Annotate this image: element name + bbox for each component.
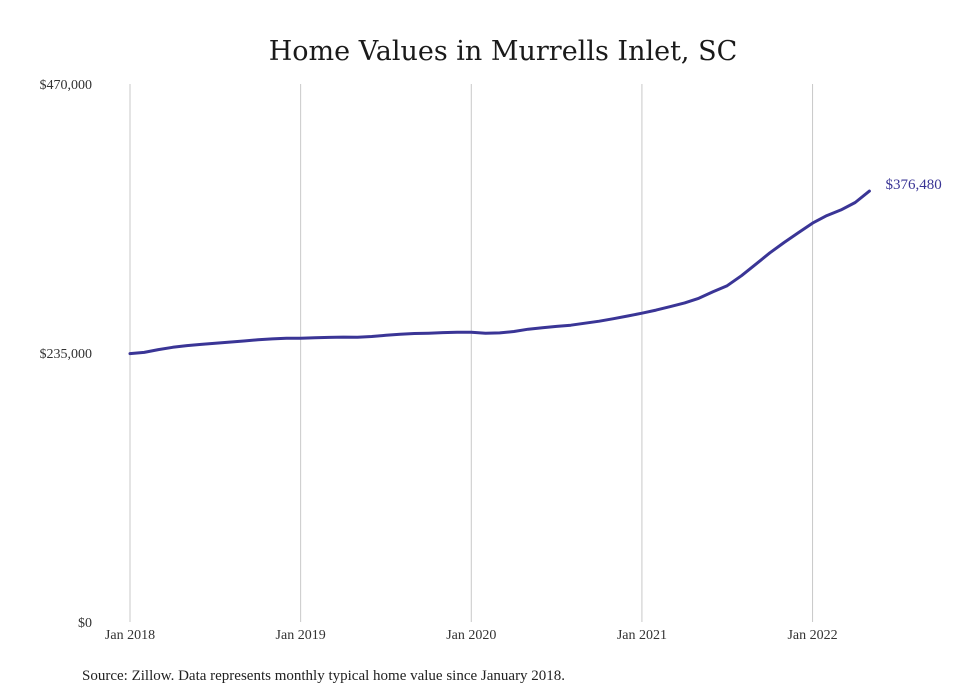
y-tick-label: $470,000 — [40, 78, 93, 93]
gridlines — [129, 84, 814, 622]
x-tick-label: Jan 2022 — [787, 628, 837, 643]
latest-value-label: $376,480 — [885, 177, 941, 193]
home-value-line — [128, 189, 871, 356]
x-tick-label: Jan 2018 — [105, 628, 155, 643]
source-note: Source: Zillow. Data represents monthly … — [82, 668, 566, 684]
y-axis-ticks: $0 $235,000 $470,000 — [40, 78, 93, 631]
y-tick-label: $235,000 — [40, 347, 93, 362]
x-axis-ticks: Jan 2018 Jan 2019 Jan 2020 Jan 2021 Jan 2022 — [105, 628, 838, 643]
x-tick-label: Jan 2020 — [446, 628, 496, 643]
y-tick-label: $0 — [78, 616, 92, 631]
x-tick-label: Jan 2019 — [276, 628, 326, 643]
chart-title: Home Values in Murrells Inlet, SC — [269, 36, 738, 67]
x-tick-label: Jan 2021 — [617, 628, 667, 643]
